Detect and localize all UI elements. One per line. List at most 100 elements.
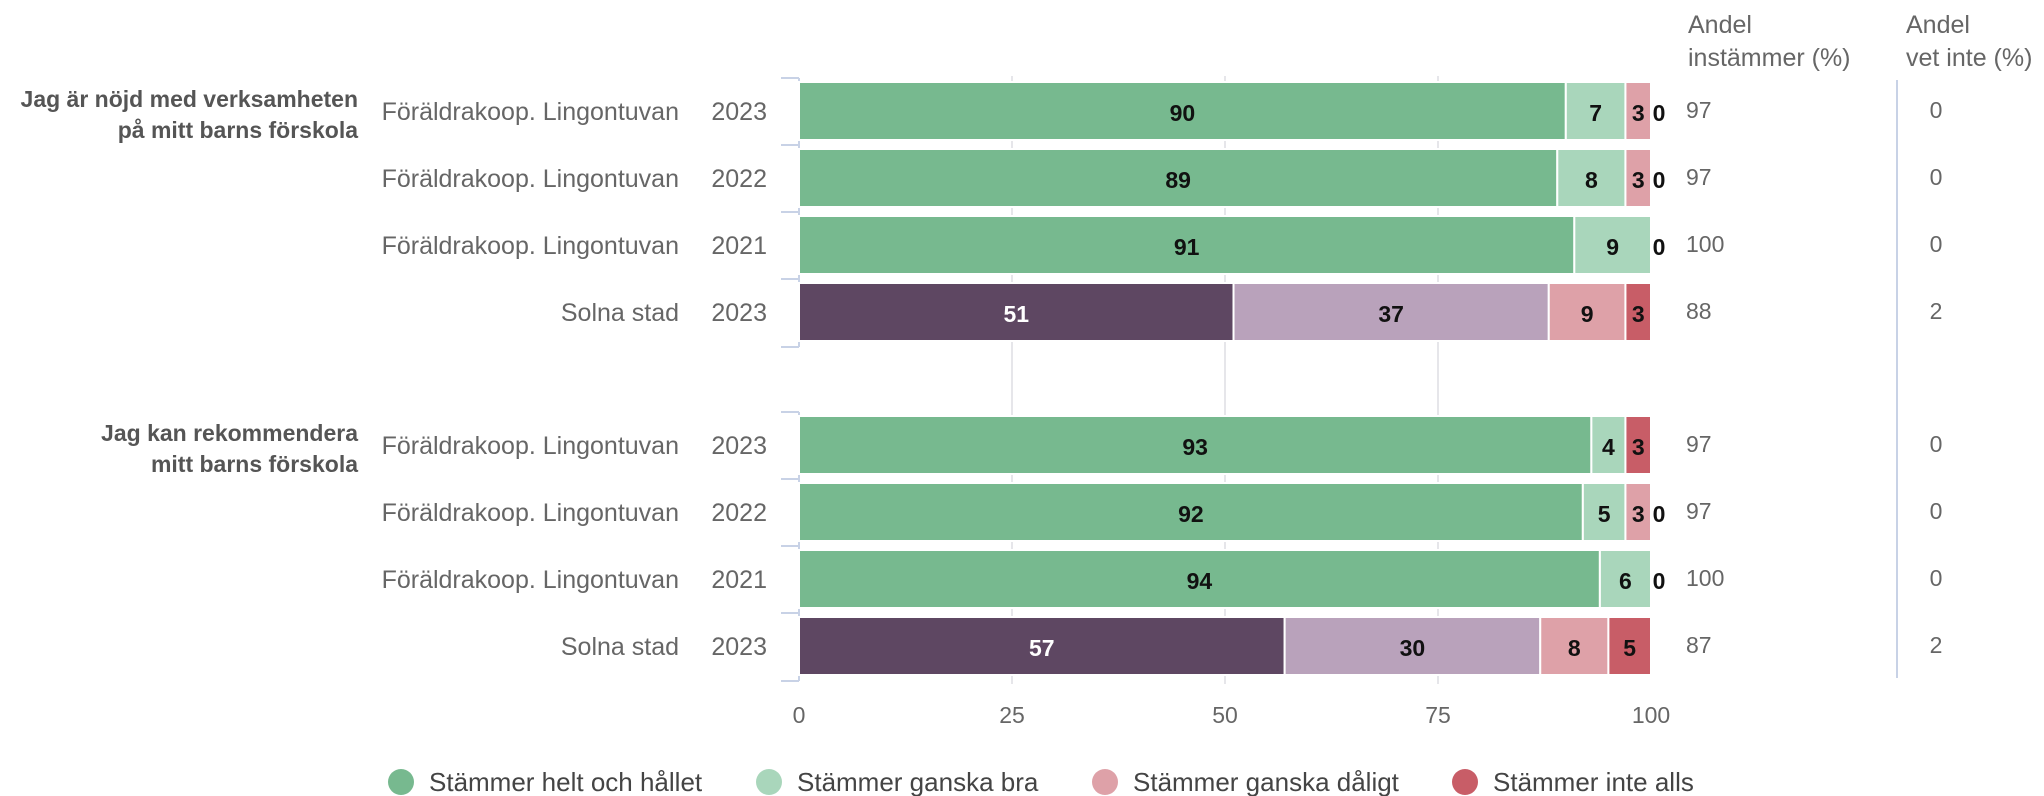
andel-instammer-value: 97: [1686, 431, 1712, 457]
row-unit-label: Föräldrakoop. Lingontuvan: [382, 232, 679, 260]
row-year-label: 2023: [711, 633, 767, 661]
row-unit-label: Föräldrakoop. Lingontuvan: [382, 165, 679, 193]
bar-data-label: 5: [1623, 635, 1636, 661]
bar-segment: [1624, 282, 1652, 342]
header-andel-vet-inte-line1: Andel: [1906, 11, 1970, 39]
question-label-line2: på mitt barns förskola: [118, 117, 358, 143]
row-year-label: 2022: [711, 499, 767, 527]
andel-vet-inte-value: 0: [1930, 565, 1943, 591]
legend-swatch: [1452, 769, 1478, 795]
x-tick-label: 0: [793, 702, 806, 728]
bar-data-label: 30: [1400, 635, 1426, 661]
bar-segment: [1590, 415, 1627, 475]
x-tick-label: 50: [1212, 702, 1238, 728]
bar-segment: [1564, 81, 1627, 141]
andel-instammer-value: 97: [1686, 498, 1712, 524]
header-andel-instammer-line2: instämmer (%): [1688, 44, 1851, 72]
bar-segment: [1624, 81, 1652, 141]
bar-data-label: 3: [1632, 501, 1645, 527]
andel-vet-inte-value: 0: [1930, 231, 1943, 257]
bar-data-label: 8: [1585, 167, 1598, 193]
bar-data-label: 92: [1178, 501, 1204, 527]
question-label-line1: Jag är nöjd med verksamheten: [21, 86, 358, 112]
row-year-label: 2021: [711, 566, 767, 594]
bar-data-label: 3: [1632, 301, 1645, 327]
bar-segment: [798, 282, 1235, 342]
x-tick-label: 25: [999, 702, 1025, 728]
row-year-label: 2021: [711, 232, 767, 260]
bar-data-label: 37: [1378, 301, 1404, 327]
andel-vet-inte-value: 2: [1930, 632, 1943, 658]
header-andel-vet-inte-line2: vet inte (%): [1906, 44, 2032, 72]
row-unit-label: Solna stad: [561, 633, 679, 661]
row-year-label: 2022: [711, 165, 767, 193]
bar-segment: [1624, 148, 1652, 208]
bar-segment: [798, 616, 1286, 676]
row-unit-label: Föräldrakoop. Lingontuvan: [382, 499, 679, 527]
row-year-label: 2023: [711, 299, 767, 327]
legend-entry: Stämmer ganska bra: [797, 767, 1039, 796]
bar-segment: [1556, 148, 1627, 208]
andel-vet-inte-value: 0: [1930, 431, 1943, 457]
row-unit-label: Föräldrakoop. Lingontuvan: [382, 98, 679, 126]
legend-swatch: [388, 769, 414, 795]
andel-vet-inte-value: 2: [1930, 298, 1943, 324]
bar-segment: [798, 415, 1593, 475]
bar-data-label: 89: [1165, 167, 1191, 193]
bar-data-label: 9: [1606, 234, 1619, 260]
bar-data-label: 8: [1568, 635, 1581, 661]
row-year-label: 2023: [711, 98, 767, 126]
header-andel-instammer-line1: Andel: [1688, 11, 1752, 39]
legend-swatch: [756, 769, 782, 795]
bar-data-label: 0: [1653, 568, 1666, 594]
bar-segment: [1539, 616, 1610, 676]
bar-data-label: 0: [1653, 100, 1666, 126]
bar-segment: [1547, 282, 1627, 342]
bar-segment: [798, 215, 1576, 275]
andel-instammer-value: 97: [1686, 164, 1712, 190]
legend-entry: Stämmer ganska dåligt: [1133, 767, 1400, 796]
andel-instammer-value: 87: [1686, 632, 1712, 658]
bar-data-label: 51: [1003, 301, 1029, 327]
bar-data-label: 9: [1581, 301, 1594, 327]
andel-instammer-value: 88: [1686, 298, 1712, 324]
row-year-label: 2023: [711, 432, 767, 460]
bar-data-label: 57: [1029, 635, 1055, 661]
bar-segment: [798, 549, 1601, 609]
bar-segment: [1624, 415, 1652, 475]
bar-data-label: 3: [1632, 434, 1645, 460]
bar-segment: [798, 81, 1567, 141]
bar-segment: [1283, 616, 1542, 676]
row-unit-label: Solna stad: [561, 299, 679, 327]
row-unit-label: Föräldrakoop. Lingontuvan: [382, 566, 679, 594]
bar-data-label: 94: [1187, 568, 1213, 594]
row-unit-label: Föräldrakoop. Lingontuvan: [382, 432, 679, 460]
bar-segment: [1607, 616, 1653, 676]
bar-segment: [1573, 215, 1652, 275]
bar-segment: [1624, 482, 1652, 542]
bar-data-label: 91: [1174, 234, 1200, 260]
bar-segment: [1598, 549, 1653, 609]
legend-entry: Stämmer helt och hållet: [429, 767, 703, 796]
bar-data-label: 90: [1170, 100, 1196, 126]
bar-data-label: 5: [1598, 501, 1611, 527]
andel-vet-inte-value: 0: [1930, 164, 1943, 190]
bar-data-label: 93: [1182, 434, 1208, 460]
bar-segment: [1232, 282, 1550, 342]
bar-data-label: 3: [1632, 100, 1645, 126]
andel-instammer-value: 97: [1686, 97, 1712, 123]
x-tick-label: 75: [1425, 702, 1451, 728]
bar-data-label: 0: [1653, 234, 1666, 260]
legend-entry: Stämmer inte alls: [1493, 767, 1694, 796]
andel-instammer-value: 100: [1686, 565, 1724, 591]
question-label-line1: Jag kan rekommendera: [101, 420, 358, 446]
bar-data-label: 0: [1653, 167, 1666, 193]
bar-data-label: 0: [1653, 501, 1666, 527]
andel-vet-inte-value: 0: [1930, 498, 1943, 524]
question-label-line2: mitt barns förskola: [151, 451, 358, 477]
bar-data-label: 7: [1589, 100, 1602, 126]
bar-segment: [798, 482, 1584, 542]
bar-data-label: 4: [1602, 434, 1615, 460]
x-tick-label: 100: [1632, 702, 1670, 728]
